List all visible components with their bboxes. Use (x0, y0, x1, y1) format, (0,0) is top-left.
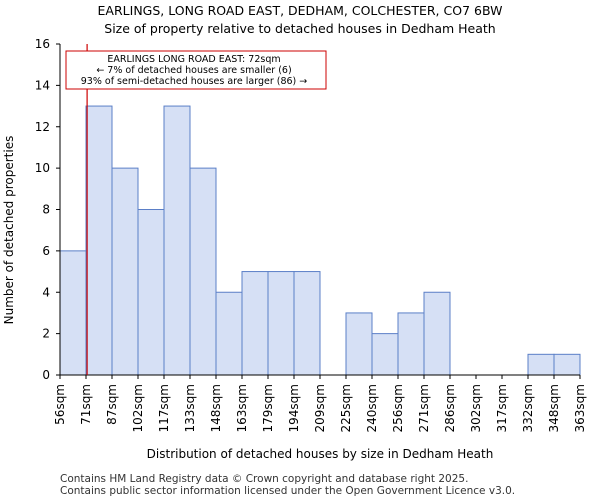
y-tick-label: 0 (42, 368, 50, 382)
x-tick-label: 71sqm (79, 384, 93, 425)
y-tick-label: 12 (35, 120, 50, 134)
x-tick-label: 87sqm (105, 384, 119, 425)
chart-title: EARLINGS, LONG ROAD EAST, DEDHAM, COLCHE… (98, 3, 503, 18)
footer-line-2: Contains public sector information licen… (60, 485, 516, 497)
x-tick-label: 209sqm (313, 384, 327, 432)
bar-148sqm (215, 291, 243, 376)
x-tick-label: 163sqm (235, 384, 249, 432)
bar-133sqm (189, 167, 217, 376)
x-ticks-group: 56sqm 71sqm 87sqm 102sqm 117sqm 133sqm 148sqm 1… (53, 375, 587, 432)
x-tick-label: 194sqm (287, 384, 301, 432)
x-tick-label: 225sqm (339, 384, 353, 432)
x-tick-label: 317sqm (495, 384, 509, 432)
x-tick-label: 133sqm (183, 384, 197, 432)
x-tick-label: 332sqm (521, 384, 535, 432)
bar-56sqm (59, 250, 87, 376)
x-tick-label: 117sqm (157, 384, 171, 432)
bar-348sqm (553, 353, 581, 376)
x-tick-label: 363sqm (573, 384, 587, 432)
histogram-chart: EARLINGS, LONG ROAD EAST, DEDHAM, COLCHE… (2, 3, 587, 461)
annotation-frame (65, 50, 327, 90)
bar-240sqm (371, 333, 399, 376)
y-tick-label: 6 (42, 244, 50, 258)
chart-subtitle: Size of property relative to detached ho… (104, 21, 495, 36)
x-tick-label: 56sqm (53, 384, 67, 425)
y-axis-label: Number of detached properties (2, 136, 16, 325)
x-tick-label: 179sqm (261, 384, 275, 432)
x-tick-label: 271sqm (417, 384, 431, 432)
y-tick-label: 4 (42, 285, 50, 299)
x-tick-label: 148sqm (209, 384, 223, 432)
bar-71sqm (85, 105, 113, 376)
x-tick-label: 286sqm (443, 384, 457, 432)
bar-87sqm (111, 167, 139, 376)
annotation-line-2: ← 7% of detached houses are smaller (6) (96, 65, 291, 76)
x-tick-label: 102sqm (131, 384, 145, 432)
y-tick-label: 2 (42, 327, 50, 341)
y-ticks-group: 0 2 4 6 8 10 12 14 16 (35, 37, 60, 382)
bars-group (59, 105, 581, 376)
y-tick-label: 14 (35, 78, 50, 92)
bar-163sqm (241, 271, 269, 376)
annotation-line-3: 93% of semi-detached houses are larger (… (81, 76, 308, 87)
bar-271sqm (423, 291, 451, 376)
x-axis-label: Distribution of detached houses by size … (147, 447, 494, 461)
bar-225sqm (345, 312, 373, 376)
x-tick-label: 240sqm (365, 384, 379, 432)
bar-179sqm (267, 271, 295, 376)
y-tick-label: 8 (42, 203, 50, 217)
x-tick-label: 256sqm (391, 384, 405, 432)
bar-117sqm (163, 105, 191, 376)
bar-102sqm (137, 209, 165, 376)
annotation-box: EARLINGS LONG ROAD EAST: 72sqm ← 7% of d… (65, 50, 327, 90)
x-tick-label: 348sqm (547, 384, 561, 432)
bar-194sqm (293, 271, 321, 376)
bar-332sqm (527, 353, 555, 376)
annotation-line-1: EARLINGS LONG ROAD EAST: 72sqm (107, 54, 280, 65)
bar-256sqm (397, 312, 425, 376)
footer-line-1: Contains HM Land Registry data © Crown c… (60, 473, 469, 485)
y-tick-label: 16 (35, 37, 50, 51)
y-tick-label: 10 (35, 161, 50, 175)
x-tick-label: 302sqm (469, 384, 483, 432)
